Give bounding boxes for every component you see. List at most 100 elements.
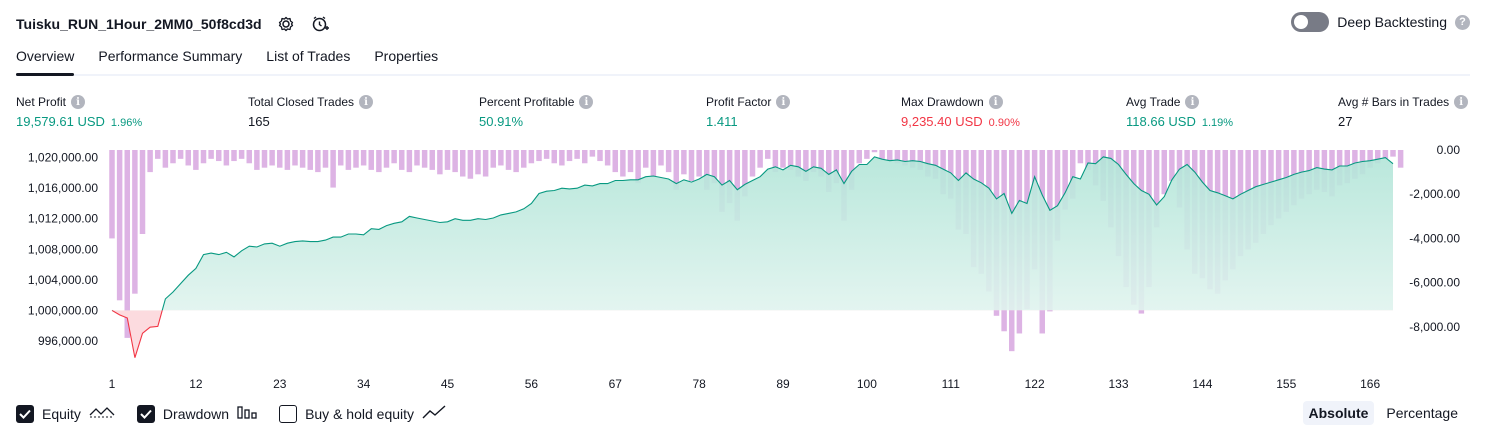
x-tick-label: 78 <box>692 377 706 391</box>
drawdown-bar <box>643 150 649 168</box>
drawdown-bar <box>269 150 275 166</box>
drawdown-bar <box>772 150 779 173</box>
info-icon[interactable]: i <box>1185 95 1200 109</box>
tab-properties[interactable]: Properties <box>374 48 439 64</box>
drawdown-bar <box>833 150 840 184</box>
drawdown-bar <box>818 150 824 177</box>
left-tick-label: 996,000.00 <box>38 334 98 348</box>
drawdown-bar <box>238 150 245 159</box>
info-icon[interactable]: i <box>579 95 594 109</box>
drawdown-bar <box>124 150 130 338</box>
stat-label: Avg # Bars in Trades <box>1338 95 1450 109</box>
drawdown-bar <box>277 150 283 168</box>
drawdown-bar <box>528 150 535 164</box>
legend-buy-hold[interactable]: Buy & hold equity <box>279 404 446 423</box>
chart-legend: Equity Drawdown Buy & hold equity <box>16 404 446 423</box>
drawdown-bar <box>726 150 733 204</box>
drawdown-bar <box>132 150 138 294</box>
tab-performance-summary[interactable]: Performance Summary <box>98 48 243 64</box>
drawdown-bar <box>299 150 306 168</box>
stat-value: 50.91% <box>479 114 524 129</box>
x-tick-label: 1 <box>109 377 116 391</box>
equity-checkbox[interactable] <box>16 404 34 423</box>
mode-percentage[interactable]: Percentage <box>1386 405 1458 421</box>
drawdown-bar <box>1054 150 1061 241</box>
drawdown-bar <box>894 150 901 164</box>
drawdown-bar <box>856 150 862 164</box>
trend-line-icon <box>422 404 446 423</box>
deep-backtesting-toggle[interactable] <box>1291 12 1330 32</box>
legend-drawdown[interactable]: Drawdown <box>136 404 257 423</box>
stat-label: Avg Trade <box>1126 95 1181 109</box>
info-icon[interactable]: i <box>988 95 1003 109</box>
x-tick-label: 67 <box>609 377 623 391</box>
drawdown-bar <box>1375 150 1381 164</box>
legend-equity[interactable]: Equity <box>16 404 115 423</box>
buy-hold-checkbox[interactable] <box>279 404 298 423</box>
mode-absolute[interactable]: Absolute <box>1302 401 1375 425</box>
drawdown-bar <box>261 150 268 168</box>
drawdown-bar <box>566 150 573 162</box>
drawdown-bar <box>109 150 115 239</box>
drawdown-bar <box>1085 150 1091 170</box>
info-icon[interactable]: i <box>359 95 374 109</box>
drawdown-bar <box>673 150 679 190</box>
help-icon[interactable]: ? <box>1455 14 1470 30</box>
tab-list-of-trades[interactable]: List of Trades <box>266 48 351 64</box>
drawdown-bar <box>452 150 458 173</box>
drawdown-bar <box>620 150 626 177</box>
left-tick-label: 1,000,000.00 <box>28 303 98 317</box>
equity-drawdown-chart[interactable]: 1,020,000.00 1,016,000.00 1,012,000.00 1,00… <box>0 140 1486 395</box>
drawdown-bar <box>658 150 664 166</box>
drawdown-bar <box>444 150 451 170</box>
drawdown-bar <box>399 150 405 170</box>
drawdown-bar <box>353 150 359 168</box>
drawdown-bar <box>368 150 374 170</box>
legend-label: Equity <box>42 405 81 422</box>
drawdown-bar <box>871 150 878 153</box>
drawdown-bar <box>505 150 512 170</box>
alert-clock-icon[interactable] <box>310 14 330 34</box>
drawdown-bar <box>1397 150 1404 168</box>
left-axis: 1,020,000.00 1,016,000.00 1,012,000.00 1,00… <box>28 151 98 348</box>
drawdown-bar <box>429 150 435 170</box>
drawdown-bar <box>521 150 527 168</box>
info-icon[interactable]: i <box>1454 95 1469 109</box>
stat-label: Profit Factor <box>706 95 772 109</box>
drawdown-bar <box>414 150 420 166</box>
equity-fill <box>162 156 1393 311</box>
x-tick-label: 23 <box>273 377 287 391</box>
drawdown-bar <box>513 150 519 173</box>
drawdown-bar <box>902 150 908 166</box>
drawdown-bar <box>765 150 771 159</box>
drawdown-bar <box>864 150 870 159</box>
drawdown-bar <box>292 150 298 166</box>
stat-net-profit: Net Profit i 19,579.61 USD 1.96% <box>16 94 142 129</box>
deep-backtesting: Deep Backtesting ? <box>1291 12 1470 32</box>
left-tick-label: 1,012,000.00 <box>28 212 98 226</box>
tab-bar: Overview Performance Summary List of Tra… <box>16 48 1470 76</box>
right-tick-label: -2,000.00 <box>1409 187 1460 201</box>
drawdown-bar <box>200 150 207 164</box>
drawdown-checkbox[interactable] <box>136 404 155 423</box>
drawdown-bar <box>1390 150 1396 157</box>
drawdown-bar <box>909 150 916 168</box>
tab-overview[interactable]: Overview <box>16 48 75 76</box>
strategy-header: Tuisku_RUN_1Hour_2MM0_50f8cd3d <box>16 12 330 36</box>
info-icon[interactable]: i <box>776 95 791 109</box>
stat-value: 27 <box>1338 114 1353 129</box>
x-tick-label: 144 <box>1192 377 1212 391</box>
drawdown-bar <box>582 150 588 164</box>
deep-backtesting-label: Deep Backtesting <box>1337 14 1447 30</box>
stat-avg-bars: Avg # Bars in Trades i 27 <box>1338 94 1469 129</box>
drawdown-bar <box>467 150 474 179</box>
scale-mode-switch: Absolute Percentage <box>1302 401 1465 425</box>
drawdown-bar <box>246 150 252 164</box>
drawdown-bar <box>223 150 230 166</box>
drawdown-bar <box>208 150 214 159</box>
info-icon[interactable]: i <box>71 95 86 109</box>
stat-avg-trade: Avg Trade i 118.66 USD 1.19% <box>1126 94 1233 129</box>
gear-icon[interactable] <box>276 14 296 34</box>
drawdown-bar <box>338 150 344 166</box>
drawdown-bar <box>780 150 786 168</box>
